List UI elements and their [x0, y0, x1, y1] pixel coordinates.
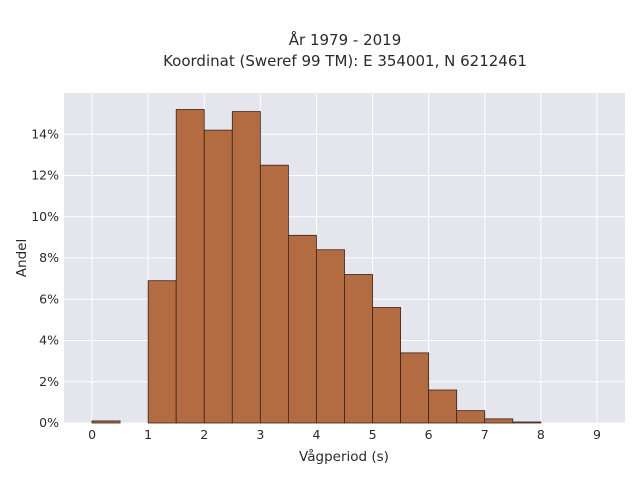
chart-title-line2: Koordinat (Sweref 99 TM): E 354001, N 62… [163, 52, 527, 70]
x-tick-label: 9 [593, 427, 601, 442]
y-axis-ticks: 0% 2% 4% 6% 8% 10% 12% 14% [31, 126, 59, 430]
x-tick-label: 0 [88, 427, 96, 442]
y-tick-label: 4% [39, 333, 59, 348]
x-tick-label: 4 [312, 427, 320, 442]
x-tick-label: 8 [537, 427, 545, 442]
y-tick-label: 6% [39, 291, 59, 306]
chart-title-line1: År 1979 - 2019 [289, 30, 402, 49]
histogram-bar [456, 410, 486, 424]
x-tick-label: 3 [256, 427, 264, 442]
x-tick-label: 7 [481, 427, 489, 442]
histogram-bar [344, 274, 373, 424]
histogram-bar [372, 307, 401, 424]
y-tick-label: 10% [31, 209, 59, 224]
x-tick-label: 6 [425, 427, 433, 442]
histogram-bar [175, 109, 205, 424]
histogram-bar [428, 389, 458, 424]
histogram-bar [259, 164, 289, 424]
x-axis-ticks: 0 1 2 3 4 5 6 7 8 9 [88, 427, 601, 442]
histogram-bar [512, 421, 542, 424]
x-axis-label: Vågperiod (s) [299, 448, 389, 465]
histogram-bar [203, 129, 233, 424]
y-tick-label: 2% [39, 374, 59, 389]
x-tick-label: 1 [144, 427, 152, 442]
y-tick-label: 8% [39, 250, 59, 265]
x-tick-label: 5 [369, 427, 377, 442]
histogram-bar [231, 111, 261, 424]
bars [91, 109, 542, 424]
histogram-bar [316, 249, 345, 424]
histogram-bar [147, 280, 177, 424]
y-tick-label: 0% [39, 415, 59, 430]
y-tick-label: 12% [31, 168, 59, 183]
y-axis-label: Andel [14, 239, 30, 277]
x-tick-label: 2 [200, 427, 208, 442]
histogram-bar [91, 420, 121, 424]
histogram-bar [400, 352, 430, 424]
histogram-bar [287, 234, 317, 424]
histogram-bar [484, 418, 514, 424]
y-tick-label: 14% [31, 126, 59, 141]
